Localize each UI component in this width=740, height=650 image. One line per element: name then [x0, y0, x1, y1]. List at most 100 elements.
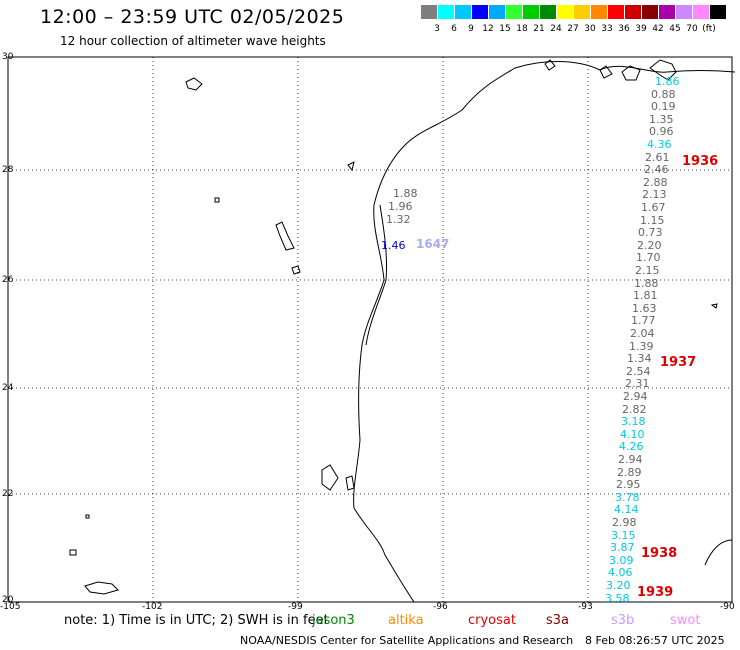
page-title: 12:00 – 23:59 UTC 02/05/2025 [40, 6, 345, 28]
longitude-label: -96 [433, 602, 448, 612]
pass-time-label: 1937 [660, 355, 697, 370]
pass-time-label: 1936 [682, 154, 719, 169]
wave-height-value: 2.20 [637, 238, 662, 252]
wave-height-value: 3.09 [609, 553, 634, 567]
scale-label: 15 [499, 24, 511, 34]
scale-unit: (ft) [702, 24, 716, 34]
wave-height-value: 2.94 [618, 453, 643, 466]
wave-height-value: 1.88 [634, 276, 659, 290]
wave-height-value: 3.58 [605, 591, 630, 605]
latitude-label: 24 [2, 383, 14, 393]
scale-label: 3 [434, 24, 440, 34]
satellite-legend-item: cryosat [468, 613, 516, 628]
graticule [8, 57, 732, 602]
wave-height-value: 0.73 [638, 226, 663, 240]
wave-height-value: 3.18 [621, 415, 646, 429]
wave-height-value: 4.06 [608, 566, 633, 580]
latitude-label: 28 [2, 165, 14, 175]
wave-height-value: 1.34 [627, 352, 652, 366]
track2-pass-time: 1647 [416, 237, 450, 251]
wave-height-value: 1.32 [386, 213, 411, 226]
scale-label: 36 [618, 24, 630, 34]
wave-height-value: 2.54 [626, 364, 651, 378]
longitude-label: -93 [578, 602, 593, 612]
scale-label: 33 [601, 24, 613, 34]
scale-swatch [659, 5, 675, 19]
wave-height-value: 2.61 [645, 150, 670, 164]
scale-label: 42 [652, 24, 664, 34]
wave-height-value: 2.31 [625, 377, 650, 391]
scale-swatch [506, 5, 522, 19]
scale-swatch [574, 5, 590, 19]
satellite-legend-item: s3a [546, 613, 570, 628]
scale-label: 6 [451, 24, 457, 34]
satellite-legend-item: jason3 [312, 613, 355, 628]
wave-height-value: 2.88 [643, 175, 668, 189]
wave-height-value: 2.89 [617, 465, 642, 479]
wave-height-value: 3.78 [615, 490, 640, 504]
scale-label: 45 [669, 24, 681, 34]
page-subtitle: 12 hour collection of altimeter wave hei… [60, 34, 326, 48]
scale-swatch [472, 5, 488, 19]
wave-height-value: 4.10 [620, 427, 645, 441]
wave-height-value: 1.70 [636, 251, 661, 265]
wave-height-value: 3.87 [610, 541, 635, 555]
longitude-label: -105 [0, 602, 21, 612]
longitude-label: -99 [288, 602, 303, 612]
pass-time-label: 1938 [641, 546, 678, 561]
latitude-label: 20 [2, 595, 14, 605]
scale-label: 9 [468, 24, 474, 34]
scale-swatch [421, 5, 437, 19]
wave-height-value: 1.86 [655, 75, 680, 88]
longitude-label: -90 [720, 602, 735, 612]
wave-height-value: 1.46 [381, 239, 406, 252]
pass-time-label: 1939 [637, 585, 674, 600]
latitude-label: 22 [2, 489, 14, 499]
scale-label: 39 [635, 24, 647, 34]
wave-height-value: 1.15 [640, 213, 665, 227]
wave-height-value: 2.46 [644, 163, 669, 177]
scale-swatch [608, 5, 624, 19]
wave-height-value: 2.13 [642, 188, 667, 202]
scale-swatch [676, 5, 692, 19]
satellite-legend-item: swot [670, 613, 701, 628]
wave-height-value: 2.98 [612, 516, 637, 529]
latitude-label: 30 [2, 52, 14, 62]
scale-label: 18 [516, 24, 528, 34]
footer-credit: NOAA/NESDIS Center for Satellite Applica… [240, 634, 574, 647]
scale-label: 27 [567, 24, 579, 34]
wave-height-value: 4.14 [614, 503, 639, 517]
map-frame [7, 56, 733, 603]
wave-height-value: 0.96 [649, 125, 674, 139]
scale-label: 70 [686, 24, 698, 34]
scale-swatch [710, 5, 726, 19]
footer-note: note: 1) Time is in UTC; 2) SWH is in fe… [64, 613, 329, 628]
wave-height-value: 2.82 [622, 402, 647, 416]
wave-height-value: 2.04 [630, 327, 655, 340]
wave-height-value: 1.35 [649, 112, 674, 126]
wave-height-value: 4.36 [647, 138, 672, 151]
scale-label: 21 [533, 24, 545, 34]
wave-height-value: 1.96 [388, 200, 413, 213]
wave-height-value: 4.26 [619, 440, 644, 454]
wave-height-value: 2.94 [623, 390, 648, 403]
wave-height-value: 1.88 [393, 187, 418, 200]
scale-swatch [438, 5, 454, 19]
satellite-legend-item: altika [388, 613, 424, 628]
footer-timestamp: 8 Feb 08:26:57 UTC 2025 [585, 634, 725, 647]
wave-height-value: 1.67 [641, 201, 666, 214]
wave-height-value: 1.39 [629, 339, 654, 353]
wave-height-value: 1.77 [631, 314, 656, 328]
scale-label: 12 [482, 24, 494, 34]
wave-height-value: 0.19 [651, 100, 676, 114]
scale-swatch [557, 5, 573, 19]
satellite-legend-item: s3b [611, 613, 635, 628]
scale-label: 24 [550, 24, 562, 34]
wave-height-value: 2.95 [616, 478, 641, 492]
wave-height-value: 1.63 [632, 301, 657, 315]
wave-height-value: 1.81 [633, 289, 658, 303]
scale-swatch [625, 5, 641, 19]
wave-height-value: 3.15 [611, 528, 636, 542]
scale-swatch [455, 5, 471, 19]
